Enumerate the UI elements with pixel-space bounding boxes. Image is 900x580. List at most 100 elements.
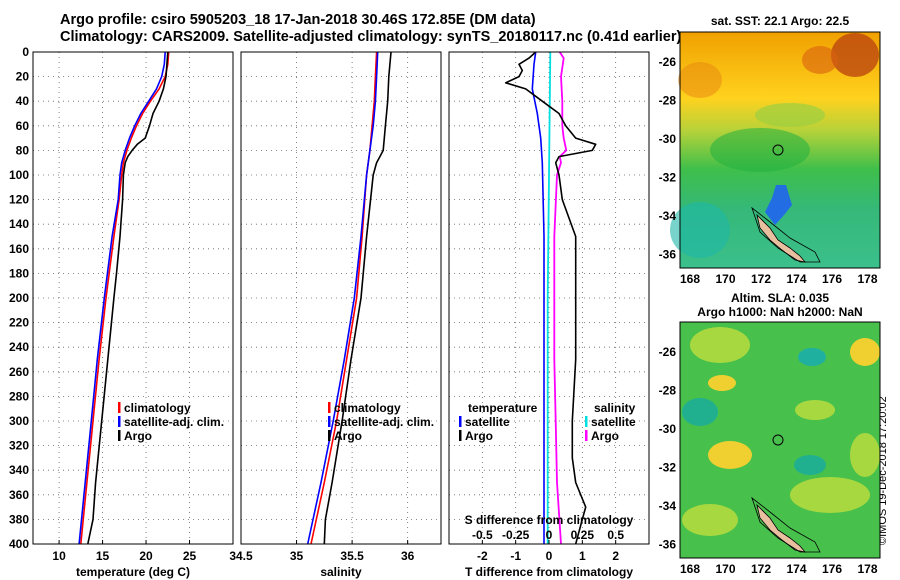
- sst-mid-patch: [755, 103, 825, 127]
- sst-cool-patch-2: [670, 202, 730, 258]
- series-line-argo: [323, 52, 392, 544]
- x-tick-label: 2: [612, 549, 619, 563]
- x-tick-label: 35: [290, 549, 304, 563]
- map-x-tick-label: 178: [857, 562, 877, 576]
- sla-argo-marker: [772, 434, 784, 446]
- sst-blue-strip: [765, 185, 792, 225]
- legend-label: Argo: [124, 429, 152, 443]
- legend-swatch: [459, 416, 462, 427]
- sla-patch-1: [690, 327, 750, 363]
- sst-cool-patch: [710, 128, 810, 172]
- series-line-satellite-adj-clim-: [306, 52, 379, 544]
- y-tick-label: 340: [9, 463, 29, 477]
- legend-title-salinity: salinity: [594, 401, 636, 415]
- map-y-tick-label: -32: [659, 461, 677, 475]
- legend-label: climatology: [334, 401, 401, 415]
- x-tick-label: 20: [139, 549, 153, 563]
- series-group: [504, 52, 597, 544]
- legend-swatch: [118, 430, 121, 441]
- legend-swatch: [118, 402, 121, 413]
- map-y-tick-label: -32: [659, 171, 677, 185]
- chart-title-line1: Argo profile: csiro 5905203_18 17-Jan-20…: [60, 12, 536, 28]
- legend-label: Argo: [591, 429, 619, 443]
- map-x-tick-label: 170: [715, 272, 735, 286]
- sla-patch-8: [794, 455, 826, 475]
- sla-patch-2: [708, 375, 736, 391]
- legend-label: satellite-adj. clim.: [124, 415, 224, 429]
- x-axis-label: T difference from climatology: [465, 565, 633, 579]
- sla-map: 168 170 172 174 176 178 -26 -28 -30 -32 -34 -36: [659, 321, 881, 576]
- map-x-tick-label: 176: [822, 562, 842, 576]
- sst-warm-patch-2: [802, 46, 838, 74]
- legend-label: Argo: [465, 429, 493, 443]
- map-x-tick-label: 172: [751, 272, 771, 286]
- series-line-temperature-satellite: [531, 52, 545, 544]
- x-tick-label: -1: [510, 549, 521, 563]
- y-tick-label: 260: [9, 365, 29, 379]
- y-tick-label: 180: [9, 266, 29, 280]
- legend-swatch: [459, 430, 462, 441]
- y-tick-label: 360: [9, 488, 29, 502]
- series-line-salinity-satellite: [546, 52, 552, 544]
- temperature-panel: 10 15 20 25 temperature (deg C) 0 20 40 60 80 100 1…: [9, 45, 234, 579]
- x-tick-label: 1: [579, 549, 586, 563]
- sla-patch-3: [850, 338, 880, 366]
- legend-label: satellite-adj. clim.: [334, 415, 434, 429]
- series-group: [78, 52, 170, 544]
- y-tick-label: 280: [9, 389, 29, 403]
- y-tick-label: 120: [9, 193, 29, 207]
- legend-swatch: [585, 416, 588, 427]
- map-y-tick-label: -26: [659, 55, 677, 69]
- chart-title-line2: Climatology: CARS2009. Satellite-adjuste…: [60, 29, 682, 45]
- legend-label: Argo: [334, 429, 362, 443]
- sla-patch-6: [795, 400, 835, 420]
- x-axis-label: salinity: [320, 565, 362, 579]
- legend-swatch: [328, 402, 331, 413]
- sla-patch-9: [790, 477, 870, 513]
- sst-map: 168 170 172 174 176 178 -26 -28 -30 -32 -34 -36: [659, 31, 881, 286]
- y-tick-label: 380: [9, 512, 29, 526]
- map-y-tick-label: -36: [659, 248, 677, 262]
- sla-map-title: Altim. SLA: 0.035: [730, 291, 830, 305]
- sst-map-frame: [679, 31, 881, 269]
- legend-label: satellite: [465, 415, 510, 429]
- salinity-panel: 34.5 35 35.5 36 salinity climatologysatellite…: [229, 51, 442, 579]
- y-tick-label: 160: [9, 242, 29, 256]
- sst-warm-patch-3: [678, 62, 722, 98]
- y-tick-label: 320: [9, 439, 29, 453]
- legend-label: climatology: [124, 401, 191, 415]
- map-y-tick-label: -34: [659, 209, 677, 223]
- x-axis-label: temperature (deg C): [76, 565, 190, 579]
- map-y-tick-label: -36: [659, 538, 677, 552]
- sst-map-title: sat. SST: 22.1 Argo: 22.5: [710, 14, 850, 28]
- map-y-tick-label: -34: [659, 499, 677, 513]
- map-x-tick-label: 176: [822, 272, 842, 286]
- x-tick-label: 10: [52, 549, 66, 563]
- y-tick-label: 80: [16, 143, 30, 157]
- series-line-salinity-argo: [553, 52, 568, 544]
- y-tick-label: 300: [9, 414, 29, 428]
- y-tick-label: 200: [9, 291, 29, 305]
- legend-swatch: [328, 430, 331, 441]
- sla-isobath: [751, 496, 821, 553]
- x2-tick-label: 0.5: [607, 528, 624, 542]
- map-y-tick-label: -30: [659, 132, 677, 146]
- legend-swatch: [118, 416, 121, 427]
- x-tick-label: 34.5: [229, 549, 253, 563]
- plot-frame: [240, 51, 442, 545]
- x2-axis-label: S difference from climatology: [465, 513, 634, 527]
- map-x-tick-label: 168: [680, 562, 700, 576]
- sla-map-subtitle: Argo h1000: NaN h2000: NaN: [697, 305, 863, 319]
- map-x-tick-label: 170: [715, 562, 735, 576]
- sla-patch-11: [682, 504, 738, 536]
- x2-tick-label: -0.25: [502, 528, 530, 542]
- x2-tick-label: 0: [546, 528, 553, 542]
- map-y-tick-label: -28: [659, 384, 677, 398]
- map-x-tick-label: 168: [680, 272, 700, 286]
- series-line-argo: [87, 52, 169, 544]
- y-tick-label: 100: [9, 168, 29, 182]
- legend-title-temperature: temperature: [468, 401, 538, 415]
- difference-panel: -2 -1 0 1 2 T difference from climatology temp…: [448, 51, 650, 579]
- sla-patch-10: [850, 433, 880, 477]
